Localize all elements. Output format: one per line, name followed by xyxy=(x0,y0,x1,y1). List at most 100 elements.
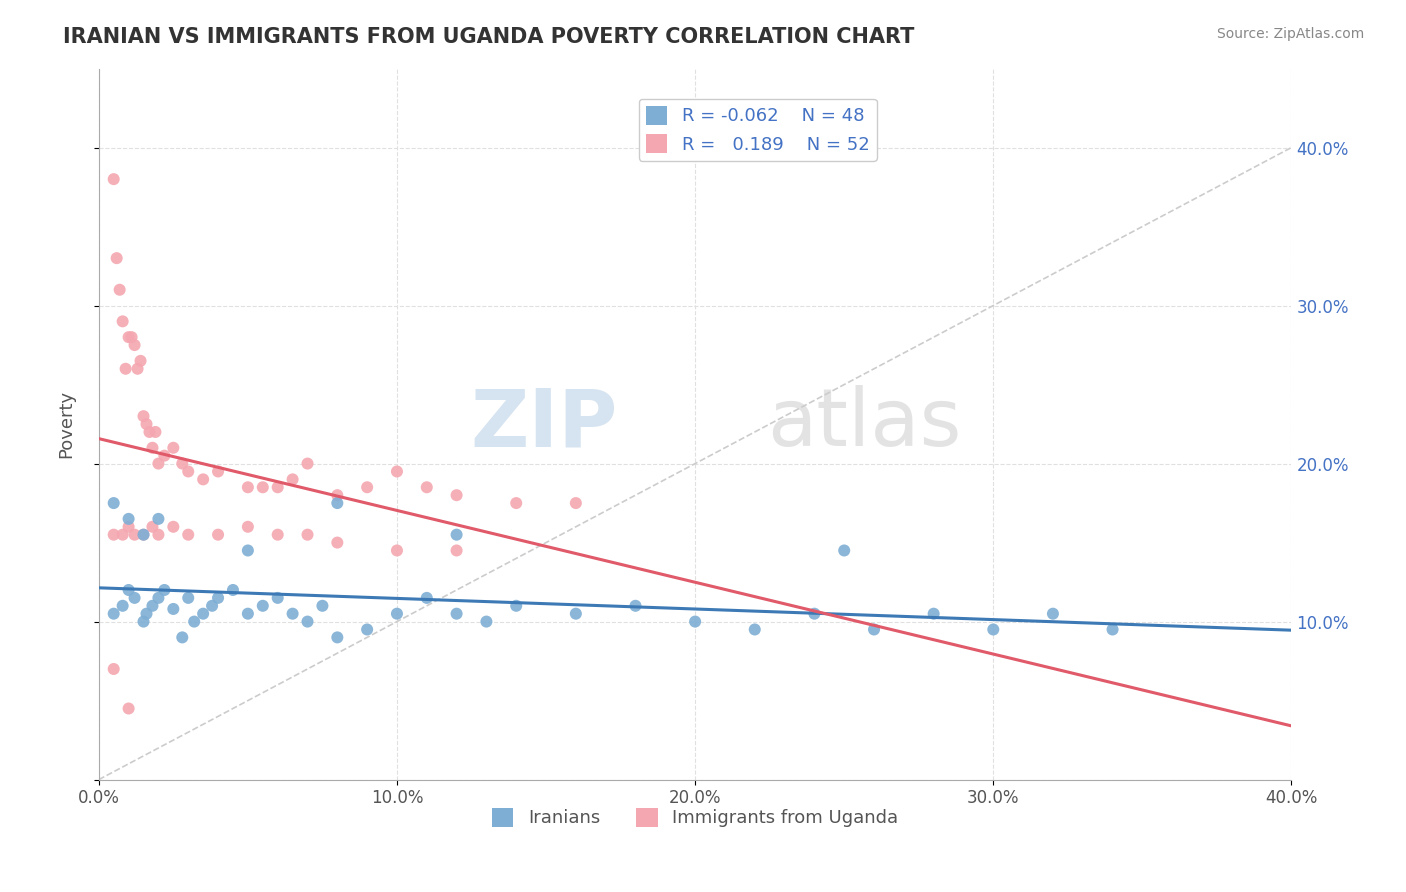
Point xyxy=(103,496,125,510)
Point xyxy=(141,599,163,613)
Text: ZIP: ZIP xyxy=(471,385,617,463)
Point xyxy=(683,615,706,629)
Point xyxy=(326,631,349,645)
Point xyxy=(565,607,588,621)
Point xyxy=(446,527,468,541)
Point xyxy=(132,527,155,541)
Point xyxy=(148,512,170,526)
Point xyxy=(281,607,304,621)
Point xyxy=(124,591,146,605)
Point xyxy=(505,496,527,510)
Point xyxy=(252,599,274,613)
Point xyxy=(191,472,214,486)
Point xyxy=(124,527,146,541)
Point xyxy=(981,623,1004,637)
Point xyxy=(297,615,319,629)
Point xyxy=(446,543,468,558)
Point xyxy=(385,607,408,621)
Text: Source: ZipAtlas.com: Source: ZipAtlas.com xyxy=(1216,27,1364,41)
Point xyxy=(922,607,945,621)
Point xyxy=(201,599,224,613)
Point xyxy=(127,361,149,376)
Point xyxy=(132,527,155,541)
Point xyxy=(177,527,200,541)
Text: atlas: atlas xyxy=(766,385,962,463)
Point xyxy=(141,520,163,534)
Point xyxy=(103,662,125,676)
Point xyxy=(297,457,319,471)
Point xyxy=(326,496,349,510)
Point xyxy=(1042,607,1064,621)
Point xyxy=(832,543,855,558)
Point xyxy=(108,283,131,297)
Point xyxy=(252,480,274,494)
Point xyxy=(863,623,886,637)
Point xyxy=(177,591,200,605)
Point xyxy=(311,599,333,613)
Point xyxy=(1101,623,1123,637)
Text: IRANIAN VS IMMIGRANTS FROM UGANDA POVERTY CORRELATION CHART: IRANIAN VS IMMIGRANTS FROM UGANDA POVERT… xyxy=(63,27,915,46)
Point xyxy=(326,488,349,502)
Point xyxy=(138,425,160,439)
Point xyxy=(803,607,825,621)
Point xyxy=(153,582,176,597)
Point xyxy=(236,543,259,558)
Point xyxy=(446,607,468,621)
Point xyxy=(132,409,155,424)
Point xyxy=(117,330,139,344)
Point xyxy=(162,520,184,534)
Point xyxy=(183,615,205,629)
Point xyxy=(114,361,136,376)
Point xyxy=(281,472,304,486)
Point xyxy=(385,543,408,558)
Point xyxy=(267,591,290,605)
Point xyxy=(446,488,468,502)
Point xyxy=(207,591,229,605)
Point xyxy=(111,527,134,541)
Point xyxy=(744,623,766,637)
Point xyxy=(148,457,170,471)
Point xyxy=(207,465,229,479)
Point xyxy=(117,520,139,534)
Point xyxy=(267,527,290,541)
Point xyxy=(177,465,200,479)
Point xyxy=(297,527,319,541)
Point xyxy=(117,512,139,526)
Point xyxy=(132,615,155,629)
Point xyxy=(103,527,125,541)
Point xyxy=(129,354,152,368)
Point xyxy=(111,314,134,328)
Point xyxy=(117,582,139,597)
Point xyxy=(162,441,184,455)
Point xyxy=(111,599,134,613)
Point xyxy=(222,582,245,597)
Point xyxy=(117,701,139,715)
Point xyxy=(141,441,163,455)
Point xyxy=(385,465,408,479)
Point xyxy=(191,607,214,621)
Point xyxy=(103,172,125,186)
Point xyxy=(326,535,349,549)
Point xyxy=(135,607,157,621)
Point xyxy=(624,599,647,613)
Point xyxy=(105,251,128,265)
Point xyxy=(236,520,259,534)
Point xyxy=(565,496,588,510)
Point xyxy=(148,527,170,541)
Point xyxy=(153,449,176,463)
Point xyxy=(475,615,498,629)
Point xyxy=(172,457,194,471)
Point xyxy=(236,607,259,621)
Point xyxy=(145,425,167,439)
Point xyxy=(124,338,146,352)
Point xyxy=(416,591,439,605)
Point xyxy=(121,330,143,344)
Point xyxy=(505,599,527,613)
Point xyxy=(416,480,439,494)
Point xyxy=(356,623,378,637)
Point xyxy=(162,602,184,616)
Point xyxy=(135,417,157,431)
Point xyxy=(356,480,378,494)
Point xyxy=(267,480,290,494)
Point xyxy=(236,480,259,494)
